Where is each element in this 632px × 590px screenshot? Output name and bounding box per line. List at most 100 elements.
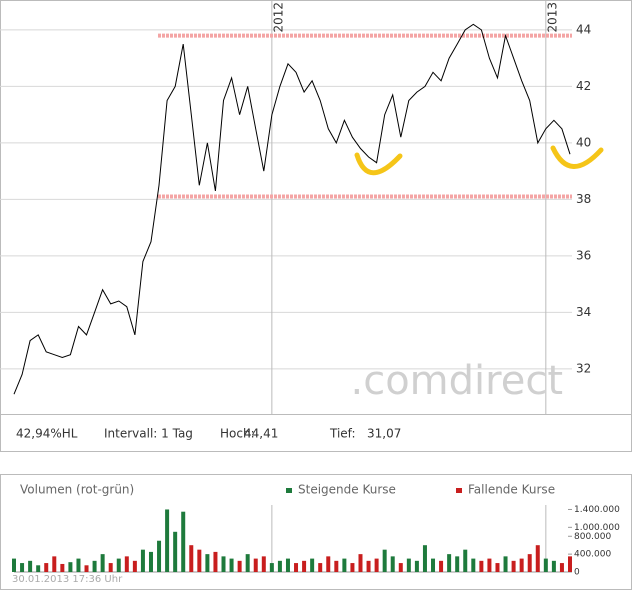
legend-label: Fallende Kurse xyxy=(468,483,555,497)
volume-bar xyxy=(165,509,170,572)
volume-bar xyxy=(245,554,250,572)
volume-bar xyxy=(374,558,379,572)
volume-bar xyxy=(294,563,299,572)
x-tick-label: 2012 xyxy=(271,2,285,33)
volume-bar xyxy=(559,563,564,572)
volume-bar xyxy=(527,554,532,572)
volume-bar xyxy=(302,560,307,572)
volume-bar xyxy=(60,563,65,572)
y-tick-label: 1.400.000 xyxy=(574,505,620,515)
volume-bar xyxy=(100,554,105,572)
volume-bar xyxy=(471,558,476,572)
volume-bar xyxy=(431,558,436,572)
volume-bar xyxy=(229,558,234,572)
y-tick-label: 32 xyxy=(576,361,591,375)
y-tick-label: 38 xyxy=(576,192,591,206)
info-text: Tief: xyxy=(329,427,356,441)
legend-label: Steigende Kurse xyxy=(298,483,396,497)
volume-bar xyxy=(342,558,347,572)
volume-bar xyxy=(28,560,33,572)
y-tick-label: 0 xyxy=(574,568,580,578)
info-text: 44,41 xyxy=(244,427,278,441)
volume-bar xyxy=(535,545,540,572)
volume-bar xyxy=(568,556,572,572)
volume-bar xyxy=(269,563,274,572)
volume-bar xyxy=(197,549,202,572)
volume-bar xyxy=(157,540,162,572)
volume-bar xyxy=(84,565,89,572)
volume-bar xyxy=(285,558,290,572)
volume-bar xyxy=(463,549,468,572)
price-line xyxy=(13,23,571,395)
volume-bar xyxy=(406,558,411,572)
volume-bar xyxy=(398,563,403,572)
volume-bar xyxy=(447,554,452,572)
volume-bar xyxy=(20,563,25,572)
volume-bar xyxy=(140,549,145,572)
legend-swatch xyxy=(456,488,462,493)
volume-bar xyxy=(189,545,194,572)
annotation-curve xyxy=(354,152,403,176)
volume-bar xyxy=(422,545,427,572)
volume-bar xyxy=(148,551,153,572)
volume-bar xyxy=(253,558,258,572)
volume-bar xyxy=(124,556,129,572)
volume-bar xyxy=(543,558,548,572)
x-tick-label: 2013 xyxy=(545,2,559,33)
volume-bar xyxy=(439,560,444,572)
volume-bar xyxy=(358,554,363,572)
volume-bar xyxy=(44,563,49,572)
footnote: 30.01.2013 17:36 Uhr xyxy=(12,574,123,585)
y-tick-label: 400.000 xyxy=(574,550,611,560)
annotation-curve xyxy=(550,145,604,169)
volume-bar xyxy=(318,563,323,572)
volume-bar xyxy=(36,565,41,572)
volume-bar xyxy=(487,558,492,572)
volume-bar xyxy=(334,560,339,572)
volume-bar xyxy=(221,556,226,572)
volume-bar xyxy=(479,560,484,572)
volume-bar xyxy=(350,563,355,572)
volume-bar xyxy=(519,558,524,572)
volume-bar xyxy=(213,551,218,572)
volume-bar xyxy=(116,558,121,572)
y-tick-label: 1.000.000 xyxy=(574,523,620,533)
volume-bar xyxy=(261,556,266,572)
volume-bar xyxy=(455,556,460,572)
volume-bar xyxy=(495,563,500,572)
y-tick-label: 40 xyxy=(576,135,591,149)
y-tick-label: 36 xyxy=(576,248,591,262)
volume-bar xyxy=(132,560,137,572)
volume-bar xyxy=(511,560,516,572)
volume-bar xyxy=(108,563,113,572)
volume-bar xyxy=(503,556,508,572)
volume-bar xyxy=(277,560,282,572)
volume-bar xyxy=(237,560,242,572)
volume-bar xyxy=(76,558,81,572)
volume-bar xyxy=(382,549,387,572)
y-tick-label: 800.000 xyxy=(574,532,611,542)
volume-bar xyxy=(551,560,556,572)
volume-bar xyxy=(52,556,57,572)
watermark: .comdirect xyxy=(351,358,564,404)
volume-bar xyxy=(310,558,315,572)
volume-bar xyxy=(414,560,419,572)
volume-bar xyxy=(326,556,331,572)
volume-bar xyxy=(366,560,371,572)
legend-swatch xyxy=(286,488,292,493)
info-text: Hoch: xyxy=(220,427,255,441)
volume-bar xyxy=(181,511,186,572)
volume-bar xyxy=(92,560,97,572)
volume-bar xyxy=(173,531,178,572)
y-tick-label: 44 xyxy=(576,22,591,36)
volume-bar xyxy=(390,556,395,572)
y-tick-label: 42 xyxy=(576,79,591,93)
volume-bar xyxy=(12,558,16,572)
volume-title: Volumen (rot-grün) xyxy=(20,483,134,497)
volume-bar xyxy=(68,562,73,572)
info-text: Intervall: 1 Tag xyxy=(104,427,193,441)
info-text: 31,07 xyxy=(367,427,401,441)
volume-bar xyxy=(205,554,210,572)
y-tick-label: 34 xyxy=(576,305,591,319)
